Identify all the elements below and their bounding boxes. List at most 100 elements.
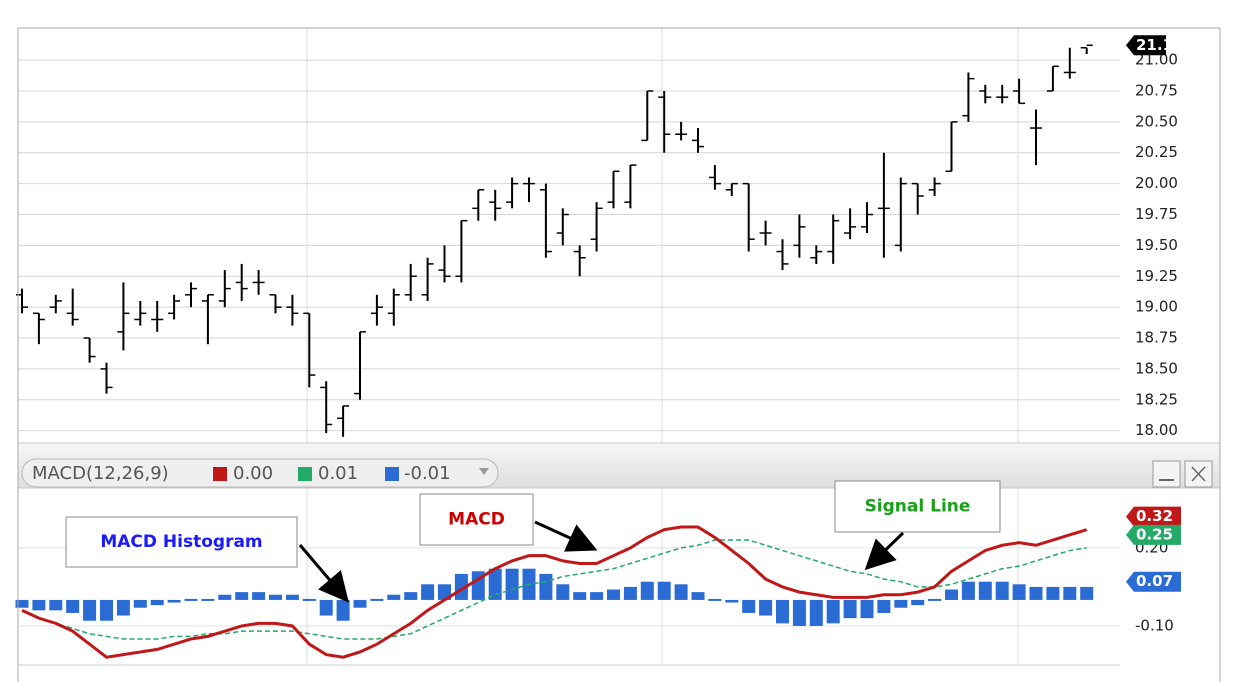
- histogram-bar: [759, 599, 773, 616]
- histogram-bar: [201, 598, 215, 601]
- legend-swatch: [385, 467, 399, 481]
- histogram-bar: [15, 599, 29, 608]
- histogram-bar: [945, 589, 958, 600]
- annotation-arrow: [298, 544, 349, 603]
- histogram-bar: [928, 598, 942, 601]
- y-tick-label: 20.00: [1135, 174, 1178, 192]
- histogram-bar: [184, 598, 198, 601]
- histogram-bar: [776, 599, 789, 624]
- last-value-tag: [1126, 571, 1181, 592]
- annotation-arrow: [534, 520, 598, 552]
- histogram-bar: [32, 599, 46, 611]
- histogram-bar: [725, 599, 739, 603]
- histogram-bar: [133, 599, 147, 608]
- indicator-pill[interactable]: [21, 458, 499, 488]
- last-value-label: 0.07: [1136, 572, 1173, 590]
- histogram-bar: [66, 599, 80, 613]
- histogram-bar: [319, 599, 333, 616]
- histogram-bar: [640, 581, 654, 600]
- histogram-bar: [978, 581, 992, 600]
- histogram-bar: [877, 599, 891, 613]
- histogram-bar: [235, 592, 249, 600]
- last-price-tag: [1126, 35, 1166, 56]
- histogram-bar: [421, 584, 435, 600]
- y-tick-label: 20.25: [1135, 143, 1178, 161]
- histogram-bar: [995, 581, 1009, 600]
- histogram-bar: [353, 599, 367, 608]
- histogram-bar: [49, 599, 63, 611]
- histogram-bar: [116, 599, 130, 616]
- legend-swatch: [213, 467, 227, 481]
- histogram-bar: [1012, 584, 1026, 600]
- y-tick-label: 19.25: [1135, 267, 1178, 285]
- y-tick-label: 19.50: [1135, 236, 1178, 254]
- legend-value: 0.00: [233, 463, 273, 484]
- histogram-bar: [539, 573, 553, 600]
- annotation: MACD: [448, 510, 505, 530]
- last-value-tag: [1126, 524, 1181, 545]
- y-tick-label: -0.10: [1135, 616, 1174, 634]
- annotation: MACD Histogram: [100, 532, 262, 552]
- histogram-bar: [218, 594, 232, 600]
- histogram-bar: [404, 592, 418, 600]
- histogram-bar: [387, 594, 401, 600]
- histogram-bar: [454, 573, 468, 600]
- histogram-bar: [860, 599, 874, 619]
- histogram-bar: [809, 599, 823, 626]
- last-price-label: 21.12: [1136, 36, 1183, 54]
- y-tick-label: 18.75: [1135, 329, 1178, 347]
- histogram-bar: [269, 594, 282, 600]
- y-tick-label: 20.50: [1135, 112, 1178, 130]
- y-tick-label: 20.75: [1135, 81, 1178, 99]
- histogram-bar: [370, 598, 384, 601]
- legend-value: 0.01: [318, 463, 358, 484]
- histogram-bar: [657, 581, 671, 600]
- y-tick-label: 19.75: [1135, 205, 1178, 223]
- histogram-bar: [336, 599, 350, 621]
- last-value-label: 0.25: [1136, 525, 1173, 543]
- histogram-bar: [792, 599, 806, 626]
- annotation-box: [834, 480, 1001, 533]
- annotation-arrow: [864, 531, 905, 571]
- frame: [17, 27, 1221, 682]
- macd-line: [21, 525, 1088, 659]
- indicator-title: MACD(12,26,9): [32, 463, 169, 484]
- histogram-bar: [1063, 586, 1077, 600]
- histogram-bar: [100, 599, 113, 621]
- histogram-bar: [438, 584, 451, 600]
- histogram-bar: [590, 592, 604, 600]
- histogram-bar: [505, 568, 519, 600]
- legend-swatch: [298, 467, 312, 481]
- histogram-bar: [1046, 586, 1060, 600]
- histogram-bar: [167, 599, 181, 603]
- histogram-bar: [708, 598, 722, 601]
- histogram-bar: [556, 584, 570, 600]
- minimize-button[interactable]: [1152, 460, 1181, 488]
- histogram-bar: [573, 592, 587, 600]
- histogram-bar: [1080, 586, 1094, 600]
- marks: 18.00 18.25 18.50 18.75 19.00 19.25 19.50 19.75…: [15, 35, 1183, 659]
- histogram-bar: [742, 599, 756, 613]
- histogram-bar: [691, 592, 705, 600]
- y-tick-label: 18.25: [1135, 390, 1178, 408]
- histogram-bar: [894, 599, 908, 608]
- y-tick-label: 18.50: [1135, 359, 1178, 377]
- last-value-tag: [1126, 506, 1181, 527]
- histogram-bar: [674, 584, 688, 600]
- histogram-bar: [911, 599, 925, 606]
- last-value-label: 0.32: [1136, 507, 1173, 525]
- histogram-bar: [150, 599, 164, 606]
- dropdown-arrow[interactable]: [479, 468, 489, 475]
- histogram-bar: [1029, 586, 1043, 600]
- histogram-bar: [843, 599, 857, 619]
- y-tick-label: 19.00: [1135, 298, 1178, 316]
- histogram-bar: [488, 568, 502, 600]
- histogram-bar: [607, 589, 620, 600]
- histogram-bar: [302, 598, 316, 601]
- annotation-box: [419, 493, 534, 546]
- y-tick-label: 18.00: [1135, 421, 1178, 439]
- histogram-bar: [623, 586, 637, 600]
- legend-value: -0.01: [404, 463, 451, 484]
- annotation-box: [65, 516, 298, 568]
